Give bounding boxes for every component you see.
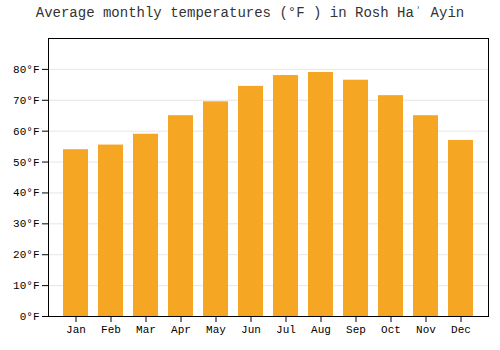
svg-text:Jan: Jan [66, 324, 86, 336]
svg-text:30°F: 30°F [13, 218, 39, 230]
svg-text:70°F: 70°F [13, 95, 39, 107]
svg-text:Aug: Aug [311, 324, 331, 336]
html-text:Average monthly temperatures (: Average monthly temperatures (°F ) in Ro… [35, 5, 465, 21]
svg-text:0°F: 0°F [20, 311, 40, 323]
svg-text:Jun: Jun [241, 324, 261, 336]
svg-text:20°F: 20°F [13, 249, 39, 261]
svg-text:40°F: 40°F [13, 187, 39, 199]
svg-text:Apr: Apr [171, 324, 191, 336]
svg-text:Dec: Dec [451, 324, 471, 336]
svg-text:Jul: Jul [276, 324, 296, 336]
svg-text:Sep: Sep [346, 324, 366, 336]
svg-text:50°F: 50°F [13, 157, 39, 169]
svg-text:80°F: 80°F [13, 64, 39, 76]
svg-text:60°F: 60°F [13, 126, 39, 138]
svg-text:May: May [206, 324, 226, 336]
svg-text:10°F: 10°F [13, 280, 39, 292]
svg-text:Nov: Nov [416, 324, 436, 336]
svg-text:Mar: Mar [136, 324, 156, 336]
svg-text:Feb: Feb [101, 324, 121, 336]
svg-text:Oct: Oct [381, 324, 401, 336]
